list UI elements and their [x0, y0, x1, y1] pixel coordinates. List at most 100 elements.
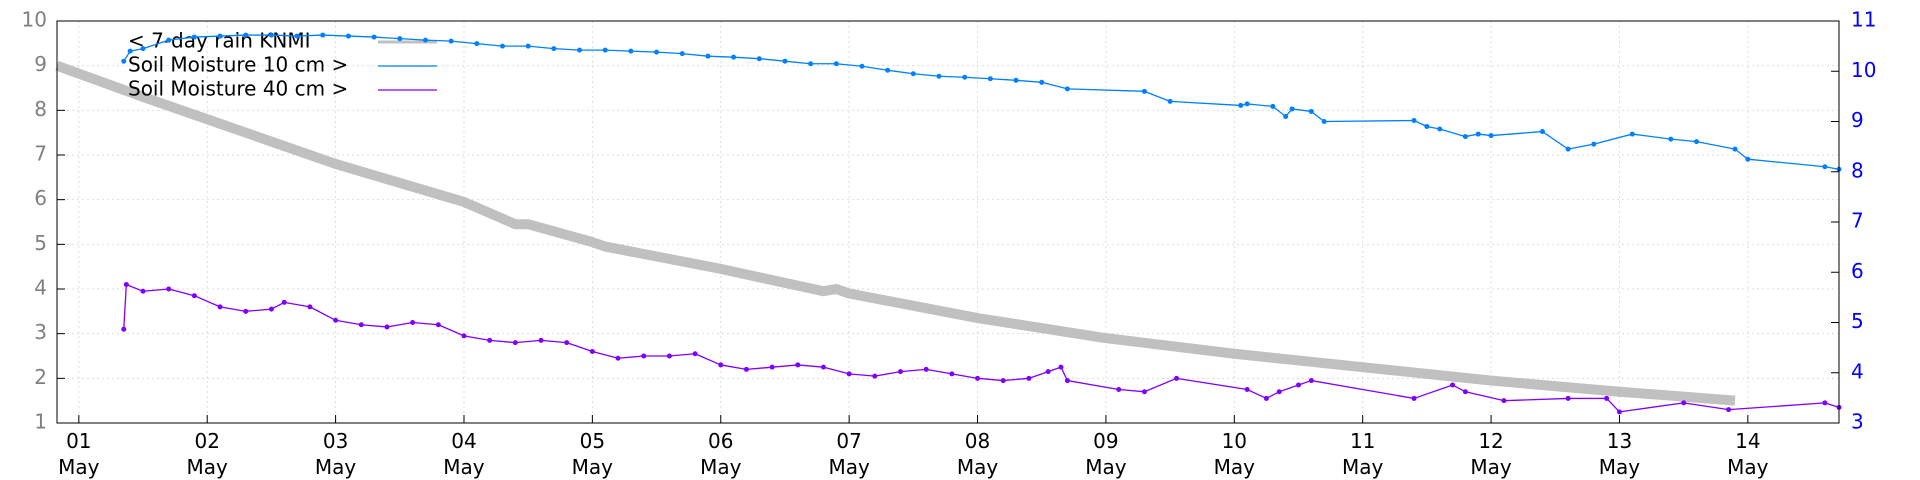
data-point [1488, 133, 1494, 139]
y-tick-label: 7 [34, 142, 47, 166]
data-point [1539, 129, 1545, 135]
legend-label: < 7-day rain KNMI [128, 29, 311, 53]
x-tick-label: 04 May [443, 429, 485, 479]
x-tick-label: 07 May [828, 429, 870, 479]
data-point [422, 37, 428, 43]
data-point [1276, 389, 1282, 395]
data-point [1726, 407, 1732, 413]
data-point [1064, 378, 1070, 384]
x-tick-label: 03 May [314, 429, 357, 479]
data-point [1450, 382, 1456, 388]
y2-tick-label: 3 [1851, 410, 1864, 434]
data-point [191, 34, 197, 40]
data-point [1745, 156, 1751, 162]
data-point [1462, 389, 1468, 395]
data-point [512, 340, 518, 346]
data-point [1026, 375, 1032, 381]
data-point [589, 349, 595, 355]
y-tick-label: 2 [34, 365, 47, 389]
data-point [281, 299, 287, 305]
data-point [885, 67, 891, 73]
data-point [1411, 395, 1417, 401]
data-point [756, 56, 762, 62]
data-point [397, 36, 403, 42]
data-point [217, 33, 223, 39]
data-point [243, 308, 249, 314]
data-point [307, 304, 313, 310]
x-tick-label: 12 May [1470, 429, 1512, 479]
data-point [140, 46, 146, 52]
data-point [345, 33, 351, 39]
data-point [1501, 398, 1507, 404]
x-tick-label: 01 May [58, 429, 100, 479]
data-point [1116, 387, 1122, 392]
data-point [121, 58, 127, 64]
y2-tick-label: 6 [1851, 259, 1864, 283]
data-point [1437, 126, 1443, 132]
data-point [1263, 395, 1269, 401]
data-point [769, 364, 775, 370]
data-point [358, 322, 364, 328]
data-point [679, 51, 685, 57]
data-point [191, 293, 197, 299]
y2-tick-label: 10 [1851, 58, 1876, 82]
data-point [268, 306, 274, 312]
data-point [1411, 117, 1417, 123]
data-point [1064, 86, 1070, 92]
data-point [1167, 98, 1173, 104]
data-point [1629, 131, 1635, 137]
data-point [525, 43, 531, 49]
data-point [384, 324, 390, 330]
data-point [1039, 79, 1045, 85]
x-tick-label: 06 May [700, 429, 742, 479]
data-point [1321, 119, 1327, 124]
data-point [975, 375, 981, 381]
data-point [1668, 136, 1674, 142]
data-point [718, 362, 724, 368]
y-tick-label: 8 [34, 97, 47, 121]
data-point [474, 41, 480, 47]
data-point [1308, 108, 1314, 114]
series-line [123, 283, 1840, 413]
data-point [666, 353, 672, 359]
data-point [1308, 378, 1314, 384]
data-point [1141, 389, 1147, 395]
x-tick-label: 08 May [956, 429, 999, 479]
legend-label: Soil Moisture 40 cm > [128, 77, 348, 101]
y-tick-label: 3 [34, 320, 47, 344]
y2-tick-label: 4 [1851, 359, 1864, 383]
data-point [987, 76, 993, 82]
data-point [461, 333, 467, 339]
data-point [1616, 409, 1622, 415]
y-tick-label: 9 [34, 52, 47, 76]
data-point [859, 63, 865, 69]
data-point [602, 47, 608, 53]
x-tick-label: 05 May [571, 429, 614, 479]
data-point [500, 43, 505, 49]
x-tick-label: 11 May [1341, 429, 1384, 479]
data-point [127, 48, 133, 54]
y-tick-label: 5 [34, 231, 47, 255]
data-point [1462, 134, 1468, 140]
data-point [121, 326, 127, 332]
data-point [872, 373, 878, 379]
y2-tick-label: 8 [1851, 158, 1864, 182]
data-point [1045, 369, 1051, 375]
x-tick-label: 13 May [1598, 429, 1641, 479]
x-tick-label: 10 May [1213, 429, 1255, 479]
data-point [166, 37, 172, 43]
legend-label: Soil Moisture 10 cm > [128, 53, 348, 77]
data-point [551, 46, 557, 52]
data-point [1244, 101, 1250, 107]
x-tick-label: 09 May [1085, 429, 1127, 479]
data-point [731, 54, 737, 60]
data-point [1424, 124, 1430, 130]
data-point [1475, 131, 1481, 137]
data-point [962, 74, 968, 80]
data-point [123, 282, 129, 288]
data-point [1283, 113, 1289, 119]
series-line [123, 34, 1840, 170]
data-point [833, 61, 839, 67]
data-point [1732, 146, 1738, 152]
